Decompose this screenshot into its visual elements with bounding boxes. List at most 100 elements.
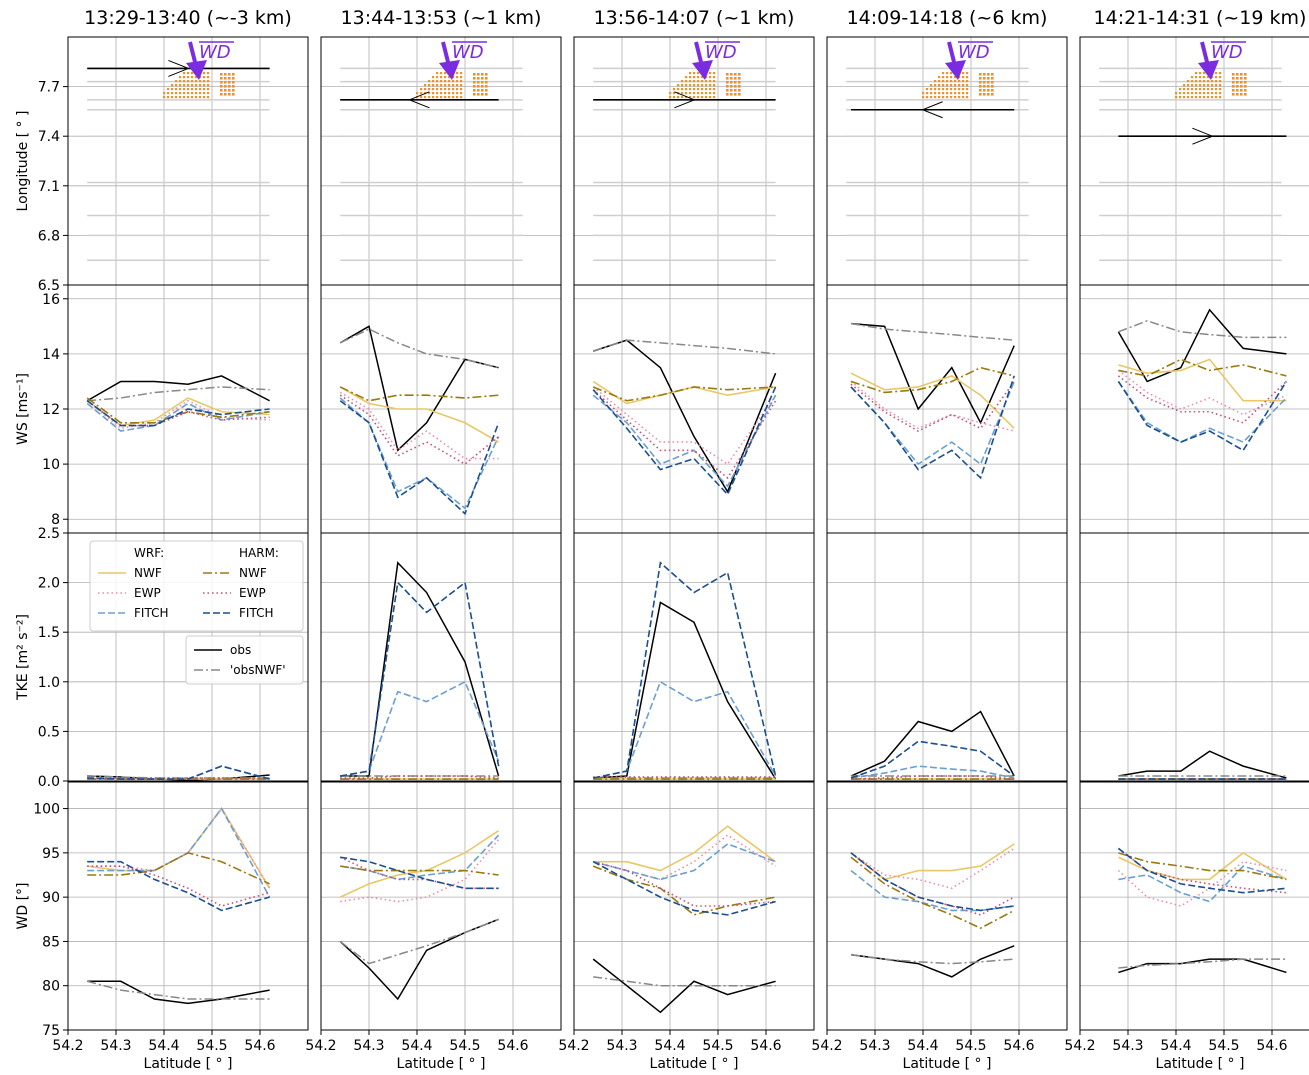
series-line bbox=[850, 322, 1015, 425]
turbine bbox=[987, 93, 990, 96]
panel bbox=[321, 285, 561, 533]
turbine bbox=[934, 96, 937, 99]
turbine bbox=[456, 72, 459, 75]
turbine bbox=[677, 96, 680, 99]
turbine bbox=[175, 88, 178, 91]
x-tick-label: 54.3 bbox=[606, 1038, 637, 1054]
turbine bbox=[1207, 96, 1210, 99]
turbine bbox=[689, 84, 692, 87]
turbine bbox=[987, 77, 990, 80]
x-tick-label: 54.4 bbox=[654, 1038, 685, 1054]
turbine bbox=[1232, 93, 1235, 96]
turbine bbox=[224, 85, 227, 88]
turbine bbox=[1195, 92, 1198, 95]
turbine bbox=[950, 96, 953, 99]
series-line bbox=[1117, 375, 1287, 424]
panel bbox=[68, 533, 308, 781]
turbine bbox=[456, 88, 459, 91]
turbine bbox=[232, 85, 235, 88]
direction-arrow bbox=[168, 59, 190, 77]
turbine bbox=[681, 96, 684, 99]
turbine bbox=[983, 89, 986, 92]
turbine bbox=[203, 80, 206, 83]
x-tick-label: 54.4 bbox=[907, 1038, 938, 1054]
series-line bbox=[592, 339, 777, 494]
legend-label: 'obsNWF' bbox=[230, 663, 286, 677]
turbine bbox=[730, 77, 733, 80]
turbine bbox=[436, 72, 439, 75]
turbine bbox=[966, 80, 969, 83]
series-line bbox=[850, 945, 1015, 978]
turbine bbox=[1240, 85, 1243, 88]
turbine bbox=[444, 92, 447, 95]
series-line bbox=[1118, 358, 1287, 402]
turbine bbox=[693, 96, 696, 99]
turbine bbox=[207, 76, 210, 79]
series-line bbox=[86, 400, 270, 427]
turbine bbox=[979, 93, 982, 96]
turbine bbox=[481, 73, 484, 76]
y-tick-label: 8 bbox=[51, 512, 60, 528]
series-line bbox=[593, 561, 777, 779]
turbine bbox=[183, 88, 186, 91]
turbine bbox=[926, 92, 929, 95]
turbine bbox=[1244, 93, 1247, 96]
y-axis-label: Longitude [ ° ] bbox=[15, 111, 31, 212]
turbine bbox=[440, 72, 443, 75]
turbine bbox=[979, 73, 982, 76]
turbine bbox=[1175, 96, 1178, 99]
turbine bbox=[1195, 88, 1198, 91]
series-line bbox=[340, 839, 500, 903]
legend-box bbox=[89, 540, 304, 632]
turbine bbox=[689, 92, 692, 95]
turbine bbox=[701, 80, 704, 83]
series-line bbox=[339, 400, 500, 516]
turbine bbox=[163, 92, 166, 95]
turbine bbox=[191, 80, 194, 83]
turbine bbox=[452, 96, 455, 99]
turbine bbox=[1187, 88, 1190, 91]
turbine bbox=[1203, 92, 1206, 95]
panel-frame bbox=[826, 781, 1068, 1031]
turbine bbox=[705, 96, 708, 99]
series-line bbox=[340, 834, 500, 881]
turbine bbox=[730, 93, 733, 96]
turbine bbox=[1207, 88, 1210, 91]
y-tick-label: 2.5 bbox=[38, 526, 60, 542]
x-tick-label: 54.2 bbox=[558, 1038, 589, 1054]
turbine bbox=[938, 96, 941, 99]
turbine bbox=[481, 89, 484, 92]
turbine bbox=[685, 80, 688, 83]
turbine bbox=[432, 76, 435, 79]
x-axis-label: Latitude [ ° ] bbox=[397, 1056, 486, 1072]
turbine bbox=[697, 80, 700, 83]
turbine bbox=[681, 92, 684, 95]
turbine bbox=[709, 96, 712, 99]
turbine bbox=[171, 84, 174, 87]
turbine bbox=[448, 80, 451, 83]
turbine bbox=[713, 96, 716, 99]
turbine bbox=[203, 72, 206, 75]
turbine bbox=[207, 84, 210, 87]
turbine bbox=[693, 72, 696, 75]
series-line bbox=[339, 386, 499, 402]
turbine bbox=[950, 84, 953, 87]
series-line bbox=[1117, 847, 1287, 894]
turbine bbox=[942, 76, 945, 79]
turbine bbox=[1199, 76, 1202, 79]
turbine bbox=[726, 73, 729, 76]
turbine bbox=[448, 84, 451, 87]
turbine bbox=[424, 88, 427, 91]
turbine bbox=[432, 88, 435, 91]
series-line bbox=[87, 980, 270, 1000]
turbine bbox=[942, 96, 945, 99]
turbine bbox=[1232, 73, 1235, 76]
turbine bbox=[171, 88, 174, 91]
turbine bbox=[436, 76, 439, 79]
turbine bbox=[950, 92, 953, 95]
turbine bbox=[440, 84, 443, 87]
turbine bbox=[232, 77, 235, 80]
turbine bbox=[440, 76, 443, 79]
turbine bbox=[954, 88, 957, 91]
series-line bbox=[850, 380, 1015, 432]
